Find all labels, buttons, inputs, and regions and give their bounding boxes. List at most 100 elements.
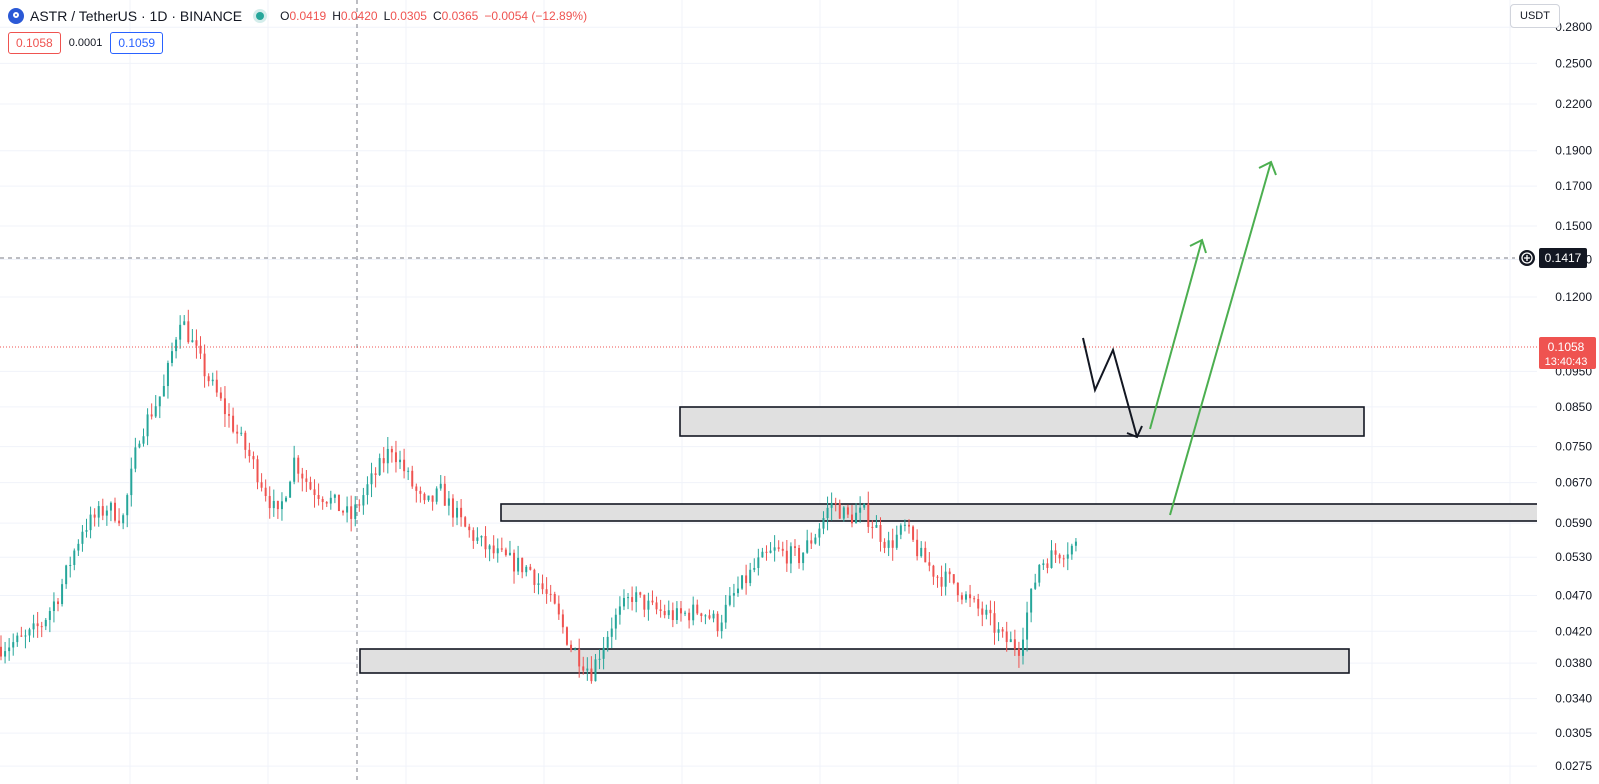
candle-body bbox=[480, 536, 483, 538]
candle-body bbox=[798, 547, 801, 564]
candle-body bbox=[126, 495, 129, 516]
candle-body bbox=[944, 571, 947, 587]
candle-body bbox=[191, 340, 194, 343]
candle-body bbox=[1058, 554, 1061, 559]
candle-body bbox=[1050, 550, 1053, 568]
buy-price-button[interactable]: 0.1059 bbox=[110, 32, 164, 54]
crosshair-price-label: 0.1417 bbox=[1545, 251, 1582, 265]
symbol-title[interactable]: ASTR / TetherUS · 1D · BINANCE bbox=[30, 8, 243, 24]
sell-price-button[interactable]: 0.1058 bbox=[8, 32, 61, 54]
candle-body bbox=[846, 507, 849, 515]
candle-body bbox=[830, 502, 833, 508]
candle-body bbox=[891, 540, 894, 548]
candle-body bbox=[973, 598, 976, 600]
candle-body bbox=[317, 495, 320, 499]
candle-body bbox=[916, 539, 919, 557]
candle-body bbox=[472, 530, 475, 541]
candle-body bbox=[1021, 639, 1024, 656]
candle-body bbox=[203, 353, 206, 377]
candle-body bbox=[386, 448, 389, 464]
candle-body bbox=[757, 557, 760, 568]
symbol-header: ASTR / TetherUS · 1D · BINANCE O0.0419 H… bbox=[8, 6, 587, 26]
projection-arrow-long[interactable] bbox=[1169, 161, 1272, 516]
candle-body bbox=[627, 597, 630, 599]
candle-body bbox=[199, 345, 202, 354]
trade-buttons: 0.1058 0.0001 0.1059 bbox=[8, 32, 164, 54]
price-axis[interactable]: 0.28000.25000.22000.19000.17000.15000.13… bbox=[1537, 0, 1599, 784]
candle-body bbox=[443, 483, 446, 506]
candle-body bbox=[500, 548, 503, 550]
candle-body bbox=[936, 576, 939, 578]
candle-body bbox=[97, 506, 100, 518]
price-tick-label: 0.0305 bbox=[1555, 726, 1592, 740]
candle-body bbox=[521, 557, 524, 573]
candle-body bbox=[162, 386, 165, 397]
candle-body bbox=[215, 379, 218, 393]
candle-body bbox=[749, 569, 752, 584]
high-value: 0.0420 bbox=[340, 9, 378, 23]
candle-body bbox=[753, 567, 756, 570]
candle-body bbox=[411, 470, 414, 487]
candle-body bbox=[504, 549, 507, 556]
projection-zigzag[interactable] bbox=[1082, 337, 1138, 438]
candle-body bbox=[928, 562, 931, 566]
candle-body bbox=[118, 520, 121, 524]
candle-body bbox=[321, 498, 324, 503]
price-axis-bg bbox=[1537, 0, 1599, 784]
candle-body bbox=[1005, 631, 1008, 643]
candle-body bbox=[574, 649, 577, 651]
price-tick-label: 0.0590 bbox=[1555, 516, 1592, 530]
price-tick-label: 0.1700 bbox=[1555, 179, 1592, 193]
candle-body bbox=[561, 614, 564, 628]
astr-logo-icon bbox=[8, 8, 24, 24]
candle-body bbox=[374, 473, 377, 475]
spread-value: 0.0001 bbox=[68, 37, 103, 49]
candle-body bbox=[696, 604, 699, 614]
candle-body bbox=[517, 557, 520, 572]
candle-body bbox=[93, 514, 96, 518]
high-key: H bbox=[332, 9, 341, 23]
candle-body bbox=[684, 612, 687, 614]
candle-body bbox=[675, 608, 678, 621]
candle-body bbox=[887, 540, 890, 548]
price-tick-label: 0.0340 bbox=[1555, 692, 1592, 706]
candle-body bbox=[28, 629, 31, 636]
support-zone-upper[interactable] bbox=[679, 406, 1365, 437]
candle-body bbox=[268, 496, 271, 509]
candle-body bbox=[741, 575, 744, 589]
support-zone-lower[interactable] bbox=[359, 648, 1350, 674]
candle-body bbox=[610, 628, 613, 637]
candle-body bbox=[838, 503, 841, 519]
price-tick-label: 0.0750 bbox=[1555, 440, 1592, 454]
candle-body bbox=[57, 601, 60, 605]
change-value: −0.0054 (−12.89%) bbox=[484, 9, 588, 23]
candle-body bbox=[289, 481, 292, 498]
candle-body bbox=[842, 507, 845, 519]
market-status-icon[interactable] bbox=[256, 12, 265, 20]
candle-body bbox=[964, 594, 967, 600]
currency-button[interactable]: USDT bbox=[1510, 4, 1560, 28]
candle-body bbox=[240, 432, 243, 434]
candle-body bbox=[924, 547, 927, 563]
candle-body bbox=[594, 659, 597, 682]
candle-body bbox=[651, 600, 654, 603]
candle-body bbox=[366, 484, 369, 496]
candle-body bbox=[0, 646, 2, 657]
candle-body bbox=[20, 635, 23, 637]
candle-body bbox=[1038, 564, 1041, 583]
candle-body bbox=[553, 593, 556, 604]
candle-body bbox=[590, 668, 593, 682]
support-zone-middle[interactable] bbox=[500, 503, 1540, 522]
candle-body bbox=[65, 565, 68, 585]
projection-arrow-short[interactable] bbox=[1149, 239, 1203, 430]
candle-body bbox=[280, 501, 283, 510]
candle-body bbox=[256, 459, 259, 483]
candle-body bbox=[667, 610, 670, 616]
candle-body bbox=[390, 448, 393, 453]
chart-grid bbox=[0, 0, 1537, 784]
ohlc-values: O0.0419 H0.0420 L0.0305 C0.0365 −0.0054 … bbox=[280, 9, 587, 23]
candle-body bbox=[460, 507, 463, 518]
candle-body bbox=[1013, 639, 1016, 649]
candle-body bbox=[138, 443, 141, 448]
